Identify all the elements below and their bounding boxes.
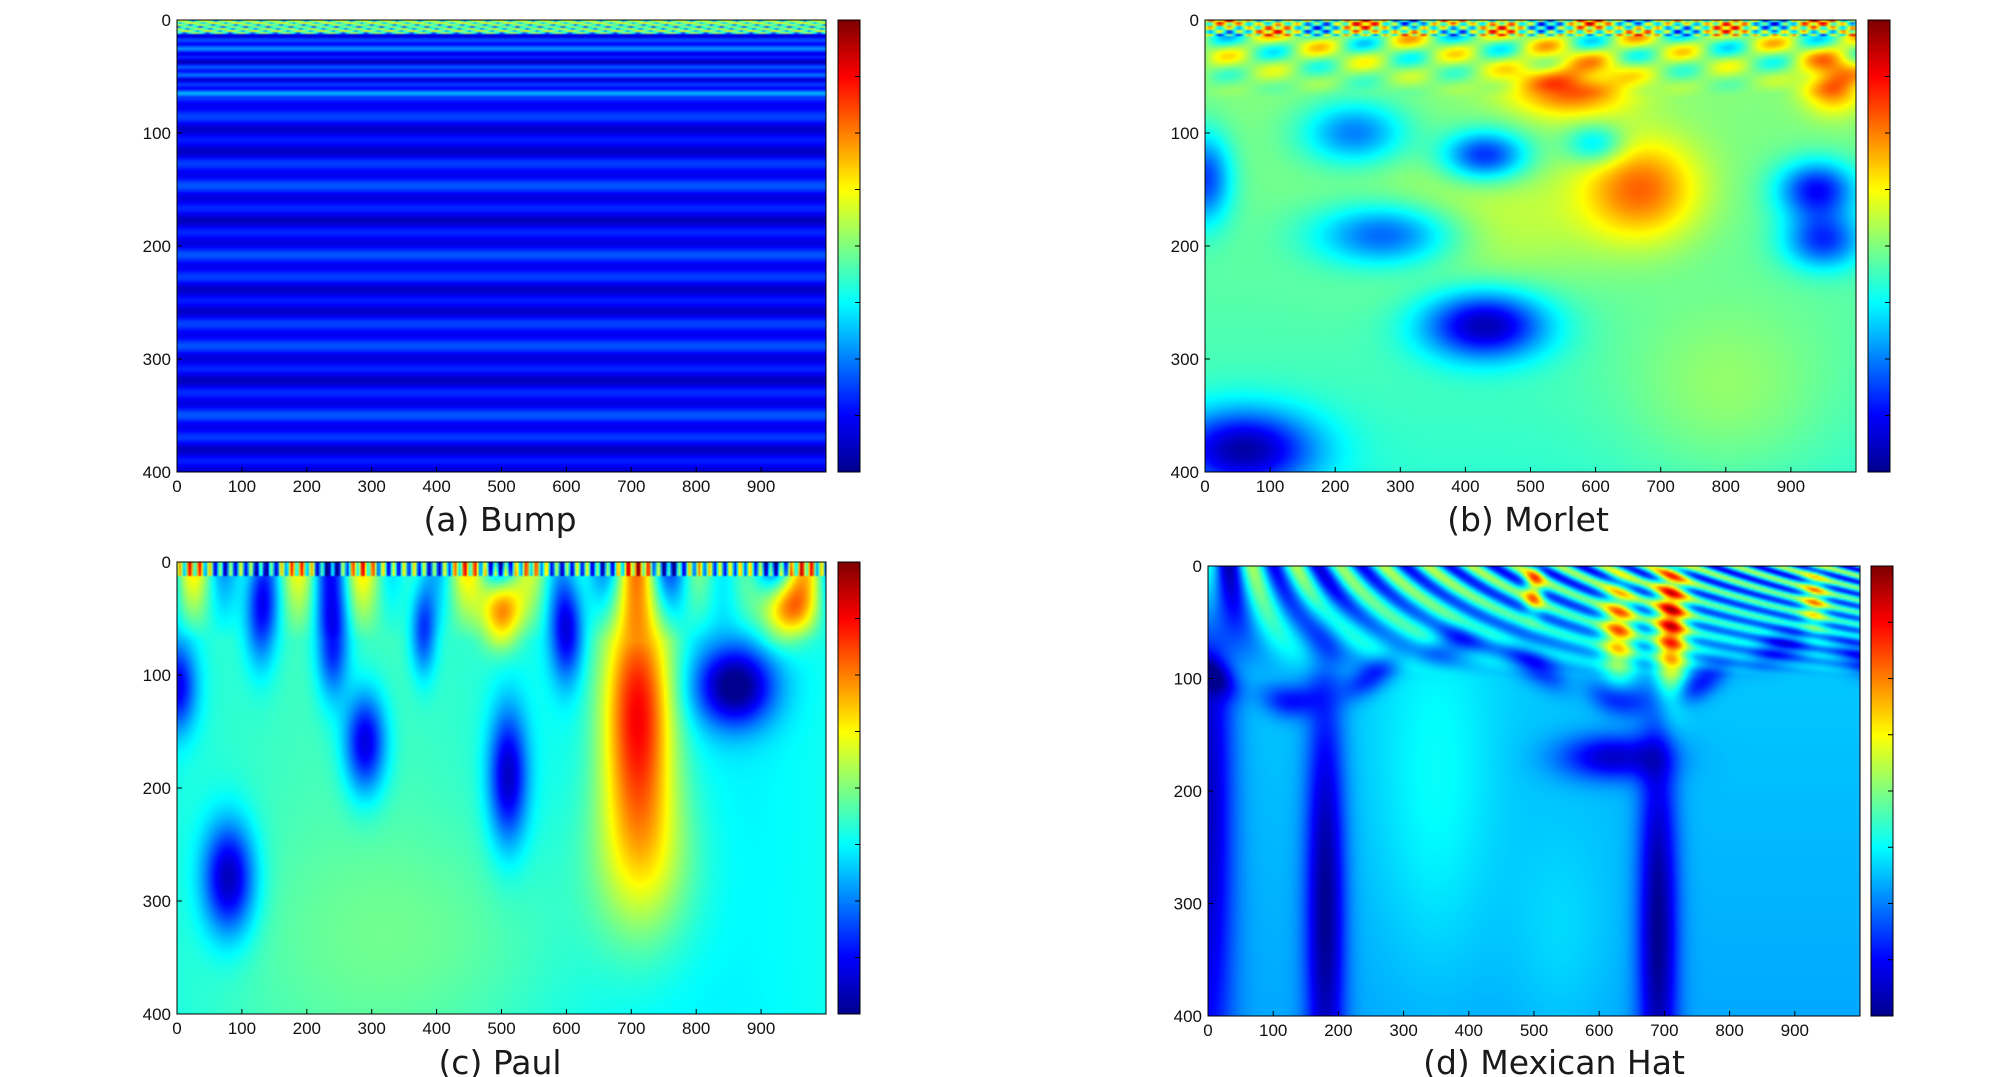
x-tick-label: 700 bbox=[617, 477, 645, 496]
y-tick-label: 200 bbox=[1174, 782, 1202, 801]
x-tick-label: 600 bbox=[1581, 477, 1609, 496]
x-tick-label: 800 bbox=[1712, 477, 1740, 496]
x-tick-label: 300 bbox=[1389, 1021, 1417, 1040]
y-tick-label: 400 bbox=[1171, 463, 1199, 482]
x-tick-label: 100 bbox=[1256, 477, 1284, 496]
panel-caption: (a) Bump bbox=[423, 500, 576, 539]
x-tick-label: 800 bbox=[1715, 1021, 1743, 1040]
x-tick-label: 0 bbox=[172, 477, 181, 496]
x-tick-label: 400 bbox=[422, 477, 450, 496]
y-tick-label: 100 bbox=[1174, 670, 1202, 689]
y-tick-label: 0 bbox=[1193, 557, 1202, 576]
y-tick-label: 300 bbox=[143, 892, 171, 911]
y-tick-label: 400 bbox=[1174, 1007, 1202, 1026]
x-tick-label: 600 bbox=[1585, 1021, 1613, 1040]
panel-b: 0 100 200 300 400 500 600 700 800 900 0 100 200 300 40… bbox=[1171, 11, 1891, 539]
x-tick-label: 400 bbox=[1451, 477, 1479, 496]
x-tick-label: 900 bbox=[1777, 477, 1805, 496]
x-tick-label: 300 bbox=[358, 1019, 386, 1038]
x-tick-label: 100 bbox=[228, 1019, 256, 1038]
y-tick-label: 0 bbox=[162, 11, 171, 30]
panel-d: 0 100 200 300 400 500 600 700 800 900 0 100 200 300 40… bbox=[1174, 557, 1894, 1077]
colorbar-c bbox=[838, 562, 860, 1014]
panel-caption: (b) Morlet bbox=[1447, 500, 1609, 539]
x-tick-label: 500 bbox=[1520, 1021, 1548, 1040]
x-tick-label: 900 bbox=[747, 477, 775, 496]
y-tick-label: 200 bbox=[143, 237, 171, 256]
x-tick-label: 800 bbox=[682, 1019, 710, 1038]
y-tick-label: 400 bbox=[143, 1005, 171, 1024]
x-tick-label: 600 bbox=[552, 477, 580, 496]
x-tick-label: 500 bbox=[487, 477, 515, 496]
x-tick-label: 100 bbox=[228, 477, 256, 496]
x-tick-label: 400 bbox=[1455, 1021, 1483, 1040]
y-tick-label: 200 bbox=[1171, 237, 1199, 256]
x-tick-label: 800 bbox=[682, 477, 710, 496]
x-tick-label: 700 bbox=[617, 1019, 645, 1038]
x-tick-label: 400 bbox=[422, 1019, 450, 1038]
x-tick-label: 900 bbox=[1781, 1021, 1809, 1040]
y-tick-label: 0 bbox=[162, 553, 171, 572]
y-tick-label: 0 bbox=[1190, 11, 1199, 30]
x-tick-label: 300 bbox=[358, 477, 386, 496]
x-tick-label: 500 bbox=[487, 1019, 515, 1038]
x-tick-label: 100 bbox=[1259, 1021, 1287, 1040]
x-tick-label: 200 bbox=[293, 477, 321, 496]
heatmap-a bbox=[177, 20, 826, 472]
x-tick-label: 200 bbox=[1321, 477, 1349, 496]
heatmap-b bbox=[1205, 20, 1856, 472]
y-tick-label: 300 bbox=[1171, 350, 1199, 369]
y-tick-label: 200 bbox=[143, 779, 171, 798]
heatmap-d bbox=[1208, 566, 1860, 1016]
x-tick-label: 600 bbox=[552, 1019, 580, 1038]
x-tick-label: 700 bbox=[1650, 1021, 1678, 1040]
y-tick-label: 100 bbox=[1171, 124, 1199, 143]
y-tick-label: 400 bbox=[143, 463, 171, 482]
x-tick-label: 200 bbox=[1324, 1021, 1352, 1040]
panel-c: 0 100 200 300 400 500 600 700 800 900 0 100 200 300 40… bbox=[143, 553, 861, 1077]
colorbar-d bbox=[1871, 566, 1893, 1016]
x-tick-label: 200 bbox=[293, 1019, 321, 1038]
y-tick-label: 100 bbox=[143, 124, 171, 143]
x-tick-label: 0 bbox=[1200, 477, 1209, 496]
panel-caption: (c) Paul bbox=[438, 1043, 561, 1077]
heatmap-c bbox=[177, 562, 826, 1014]
x-tick-label: 700 bbox=[1647, 477, 1675, 496]
panel-caption: (d) Mexican Hat bbox=[1423, 1043, 1685, 1077]
x-tick-label: 0 bbox=[1203, 1021, 1212, 1040]
y-tick-label: 300 bbox=[1174, 895, 1202, 914]
y-tick-label: 100 bbox=[143, 666, 171, 685]
x-tick-label: 300 bbox=[1386, 477, 1414, 496]
y-tick-label: 300 bbox=[143, 350, 171, 369]
x-tick-label: 500 bbox=[1516, 477, 1544, 496]
x-tick-label: 900 bbox=[747, 1019, 775, 1038]
x-tick-label: 0 bbox=[172, 1019, 181, 1038]
colorbar-b bbox=[1868, 20, 1890, 472]
colorbar-a bbox=[838, 20, 860, 472]
panel-a: 0 100 200 300 400 500 600 700 800 900 0 100 200 300 40… bbox=[143, 11, 861, 539]
